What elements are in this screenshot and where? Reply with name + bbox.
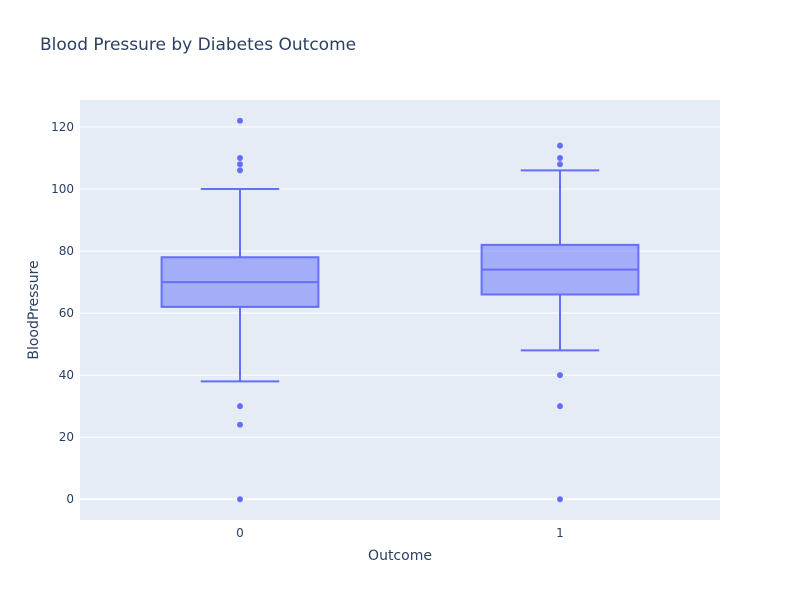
y-tick-label: 0 [66,492,74,506]
outlier-point [557,155,563,162]
box-series [160,117,640,503]
box-group-0 [160,117,320,503]
plot-area [80,100,720,520]
y-tick-label: 20 [59,430,74,444]
x-axis-title: Outcome [368,548,432,564]
outlier-point [557,403,563,410]
outlier-point [237,421,243,428]
outlier-point [237,155,243,162]
box-group-1 [480,142,640,503]
y-tick-labels: 0 20 40 60 80 100 120 [51,120,74,506]
outlier-point [237,117,243,124]
chart-title: Blood Pressure by Diabetes Outcome [40,35,356,55]
outlier-point [557,161,563,168]
outlier-point [237,403,243,410]
outlier-point [237,496,243,503]
y-tick-label: 120 [51,120,74,134]
x-tick-label: 0 [236,526,244,540]
y-tick-label: 100 [51,182,74,196]
outlier-point [237,167,243,174]
y-gridlines [80,126,720,501]
y-tick-label: 60 [59,306,74,320]
y-axis-title: BloodPressure [26,260,42,359]
outlier-point [557,496,563,503]
y-tick-label: 80 [59,244,74,258]
y-tick-label: 40 [59,368,74,382]
outlier-point [237,161,243,168]
outlier-point [557,142,563,149]
x-tick-label: 1 [556,526,564,540]
outlier-point [557,372,563,379]
